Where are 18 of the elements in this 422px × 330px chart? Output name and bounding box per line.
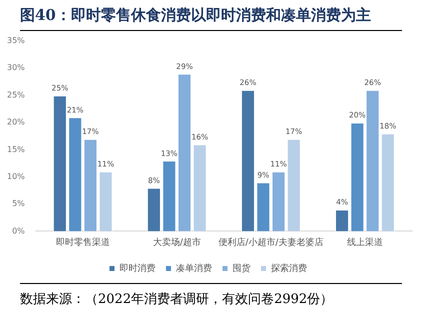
y-tick-label: 20% — [7, 118, 26, 127]
x-tick-label: 便利店/小超市/夫妻老婆店 — [218, 236, 324, 248]
source-note: 数据来源：（2022年消费者调研，有效问卷2992份） — [20, 291, 334, 308]
y-tick-label: 15% — [7, 144, 26, 154]
x-tick-label: 大卖场/超市 — [152, 236, 201, 248]
y-tick-label: 25% — [7, 90, 26, 100]
y-tick-label: 35% — [7, 36, 26, 46]
x-tick-label: 即时零售渠道 — [56, 236, 110, 248]
chart-title: 图40：即时零售休食消费以即时消费和凑单消费为主 — [20, 0, 402, 31]
y-tick-label: 5% — [12, 199, 26, 208]
y-tick-label: 0% — [12, 226, 26, 236]
y-tick-label: 30% — [7, 63, 26, 72]
y-tick-label: 10% — [7, 172, 26, 181]
x-tick-label: 线上渠道 — [346, 236, 383, 248]
legend-label: 即时消费 — [120, 262, 156, 274]
legend-label: 探索消费 — [271, 262, 307, 274]
legend-label: 凑单消费 — [176, 262, 212, 274]
legend-label: 囤货 — [232, 262, 250, 274]
